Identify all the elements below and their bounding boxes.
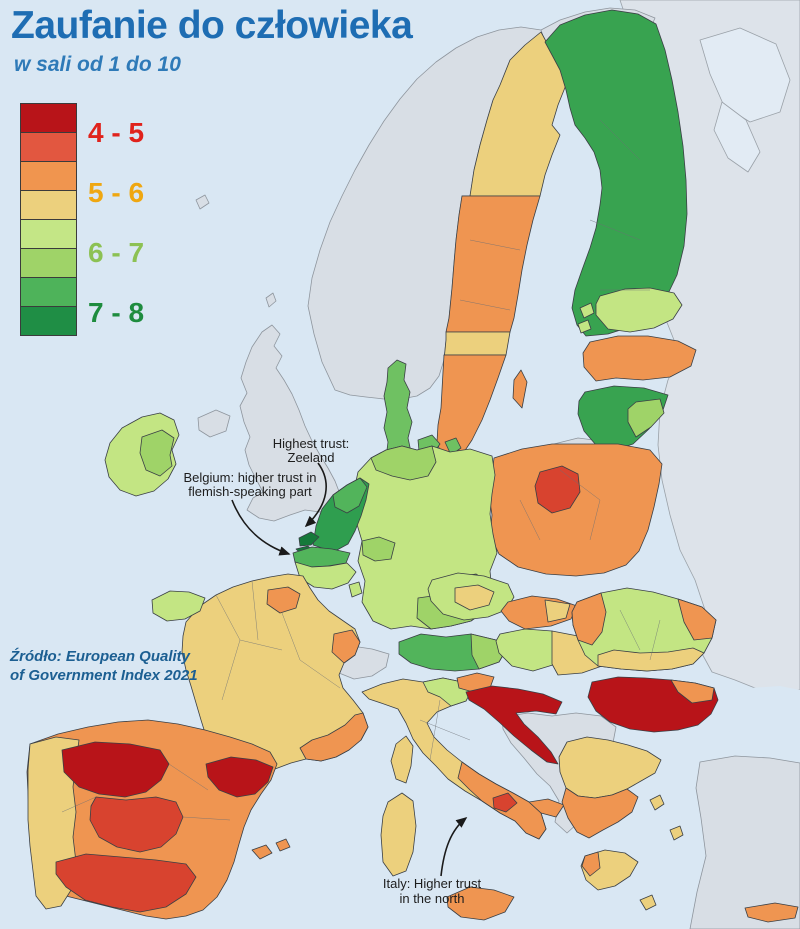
region-estonia-islands xyxy=(577,302,595,334)
italy-arrow xyxy=(440,816,468,877)
region-aegean-island xyxy=(669,825,684,841)
legend-label: 7 - 8 xyxy=(88,297,145,328)
annotation-zeeland-line1: Highest trust: xyxy=(273,436,350,451)
region-latvia xyxy=(582,335,697,382)
region-united-kingdom xyxy=(239,324,341,522)
legend-label: 6 - 7 xyxy=(88,237,145,268)
region-provence-languedoc xyxy=(299,712,369,762)
legend-color-block xyxy=(20,132,77,162)
legend-color-block xyxy=(20,219,77,249)
region-andalusia xyxy=(55,853,197,913)
region-castilla-y-leon xyxy=(61,741,170,798)
legend-color-block xyxy=(20,161,77,191)
region-gotland xyxy=(512,369,528,409)
region-sardinia xyxy=(380,792,417,877)
region-zeeland xyxy=(298,531,320,547)
region-sweden-north xyxy=(461,31,571,197)
legend-color-bar xyxy=(20,103,77,336)
region-luxembourg xyxy=(348,581,363,598)
legend-color-block xyxy=(20,306,77,336)
annotations: Highest trust: Zeeland Belgium: higher t… xyxy=(184,436,482,906)
region-divider-lines xyxy=(61,119,661,821)
source-line-2: of Government Index 2021 xyxy=(10,666,198,684)
region-puglia xyxy=(528,798,565,818)
region-slovakia-east xyxy=(544,599,571,623)
region-balearic-islands xyxy=(275,838,291,852)
region-croatia xyxy=(465,685,563,765)
legend: 4 - 5 5 - 6 6 - 7 7 - 8 xyxy=(20,103,144,336)
region-molise xyxy=(492,792,518,813)
white-sea-arm xyxy=(713,101,761,173)
region-ile-de-france xyxy=(266,586,301,614)
legend-color-block xyxy=(20,190,77,220)
region-czech-center xyxy=(454,584,495,611)
region-aegean-island xyxy=(639,894,657,911)
annotation-italy-line2: in the north xyxy=(399,891,464,906)
page-subtitle: w sali od 1 do 10 xyxy=(14,53,181,76)
region-faroe-islands xyxy=(195,194,210,210)
zeeland-arrow xyxy=(304,462,327,528)
legend-labels: 4 - 5 5 - 6 6 - 7 7 - 8 xyxy=(88,103,198,343)
region-germany-west xyxy=(361,536,396,562)
black-sea xyxy=(720,686,800,755)
white-sea xyxy=(699,27,791,123)
region-ireland-east xyxy=(139,429,175,477)
region-peloponnese-west xyxy=(581,851,601,877)
region-bulgaria-northeast xyxy=(670,679,715,704)
region-aegean-island xyxy=(649,794,665,811)
region-corsica xyxy=(390,735,414,784)
source-line-1: Źródło: European Quality xyxy=(10,648,191,665)
region-germany-northwest xyxy=(370,445,437,481)
region-greece-north xyxy=(558,736,662,799)
annotation-belgium-line2: flemish-speaking part xyxy=(188,484,312,499)
region-netherlands-inner xyxy=(332,477,368,514)
region-estonia xyxy=(595,287,683,333)
legend-label: 5 - 6 xyxy=(88,177,145,208)
region-greece-central xyxy=(561,787,639,839)
region-turkey xyxy=(689,755,800,929)
page-title: Zaufanie do człowieka xyxy=(11,4,413,47)
legend-color-block xyxy=(20,248,77,278)
legend-color-block xyxy=(20,277,77,307)
annotation-zeeland-line2: Zeeland xyxy=(288,450,335,465)
region-shetland xyxy=(265,292,277,308)
region-hungary-west xyxy=(495,628,557,672)
region-castilla-la-mancha xyxy=(89,796,184,853)
region-finland xyxy=(544,9,688,337)
region-balearic-islands xyxy=(251,844,273,860)
region-romania-east xyxy=(677,598,717,641)
region-northern-ireland xyxy=(197,409,231,438)
region-sicily xyxy=(446,886,515,921)
annotation-italy-line1: Italy: Higher trust xyxy=(383,876,482,891)
region-crete xyxy=(744,902,799,923)
region-romania-south xyxy=(597,647,705,672)
region-catalonia xyxy=(205,756,274,798)
region-franche-comte xyxy=(331,629,361,664)
region-romania-west xyxy=(571,592,607,646)
region-kujawsko-pomorskie xyxy=(534,465,581,514)
region-brittany xyxy=(151,590,206,622)
region-vilnius xyxy=(627,398,665,438)
belgium-arrow xyxy=(231,499,291,556)
annotation-belgium-line1: Belgium: higher trust in xyxy=(184,470,317,485)
legend-color-block xyxy=(20,103,77,133)
source-note: Źródło: European Quality of Government I… xyxy=(10,648,198,686)
legend-label: 4 - 5 xyxy=(88,117,145,148)
